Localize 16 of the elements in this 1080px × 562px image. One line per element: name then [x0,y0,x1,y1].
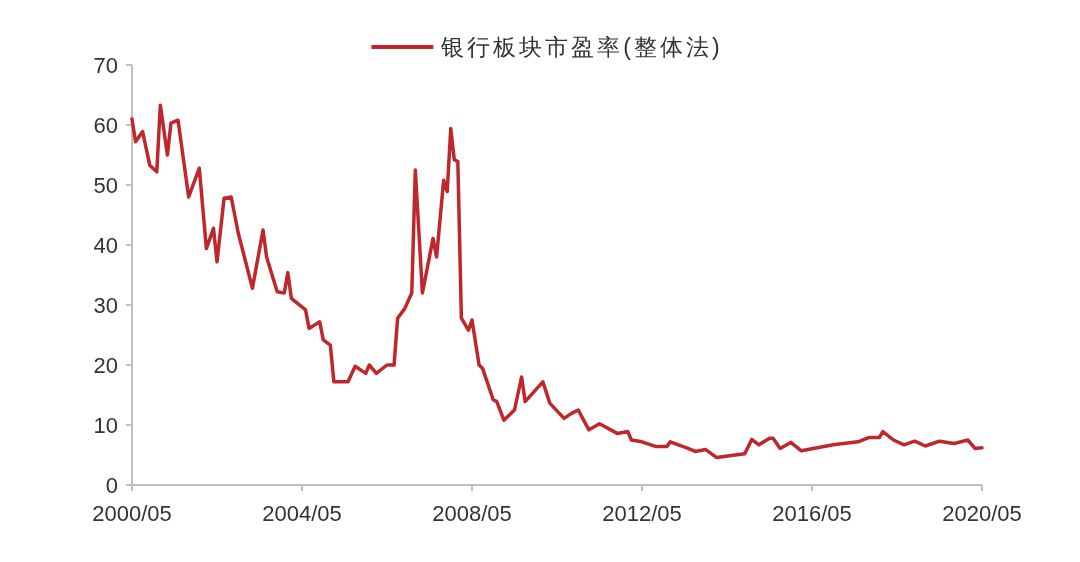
y-tick-label: 60 [93,113,118,138]
y-tick-label: 70 [93,53,118,78]
x-tick-label: 2008/05 [432,501,512,526]
y-tick-label: 40 [93,233,118,258]
y-tick-label: 30 [93,293,118,318]
x-tick-label: 2000/05 [92,501,172,526]
x-tick-label: 2020/05 [942,501,1022,526]
y-tick-label: 0 [105,473,118,498]
y-tick-label: 50 [93,173,118,198]
x-tick-label: 2016/05 [772,501,852,526]
y-tick-label: 20 [93,353,118,378]
legend-label: 银行板块市盈率(整体法) [440,34,723,60]
legend-item: 银行板块市盈率(整体法) [371,34,723,60]
y-tick-label: 10 [93,413,118,438]
x-tick-label: 2012/05 [602,501,682,526]
x-tick-label: 2004/05 [262,501,342,526]
